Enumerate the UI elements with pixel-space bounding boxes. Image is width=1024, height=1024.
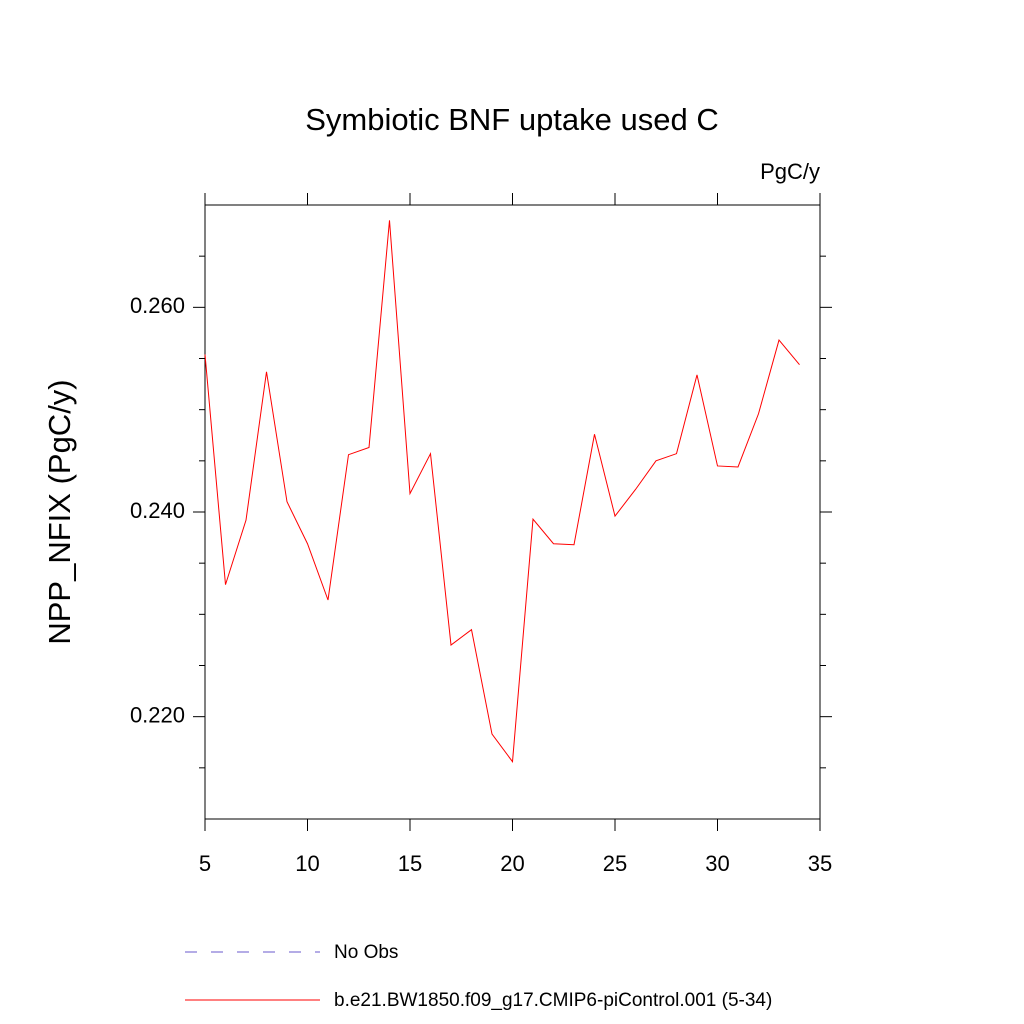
x-tick-label: 10 — [295, 851, 319, 876]
y-tick-label: 0.260 — [130, 293, 185, 318]
x-tick-label: 15 — [398, 851, 422, 876]
plot-frame — [204, 204, 821, 820]
x-tick-label: 25 — [603, 851, 627, 876]
y-axis-label: NPP_NFIX (PgC/y) — [42, 379, 77, 644]
x-tick-label: 30 — [705, 851, 729, 876]
units-label: PgC/y — [760, 159, 820, 184]
data-line — [204, 220, 800, 764]
legend-label: b.e21.BW1850.f09_g17.CMIP6-piControl.001… — [334, 990, 772, 1011]
chart-title: Symbiotic BNF uptake used C — [305, 102, 719, 137]
y-tick-label: 0.220 — [130, 702, 185, 727]
x-tick-label: 5 — [199, 851, 211, 876]
y-tick-label: 0.240 — [130, 498, 185, 523]
x-tick-label: 35 — [808, 851, 832, 876]
x-tick-label: 20 — [500, 851, 524, 876]
legend-label: No Obs — [334, 942, 398, 963]
